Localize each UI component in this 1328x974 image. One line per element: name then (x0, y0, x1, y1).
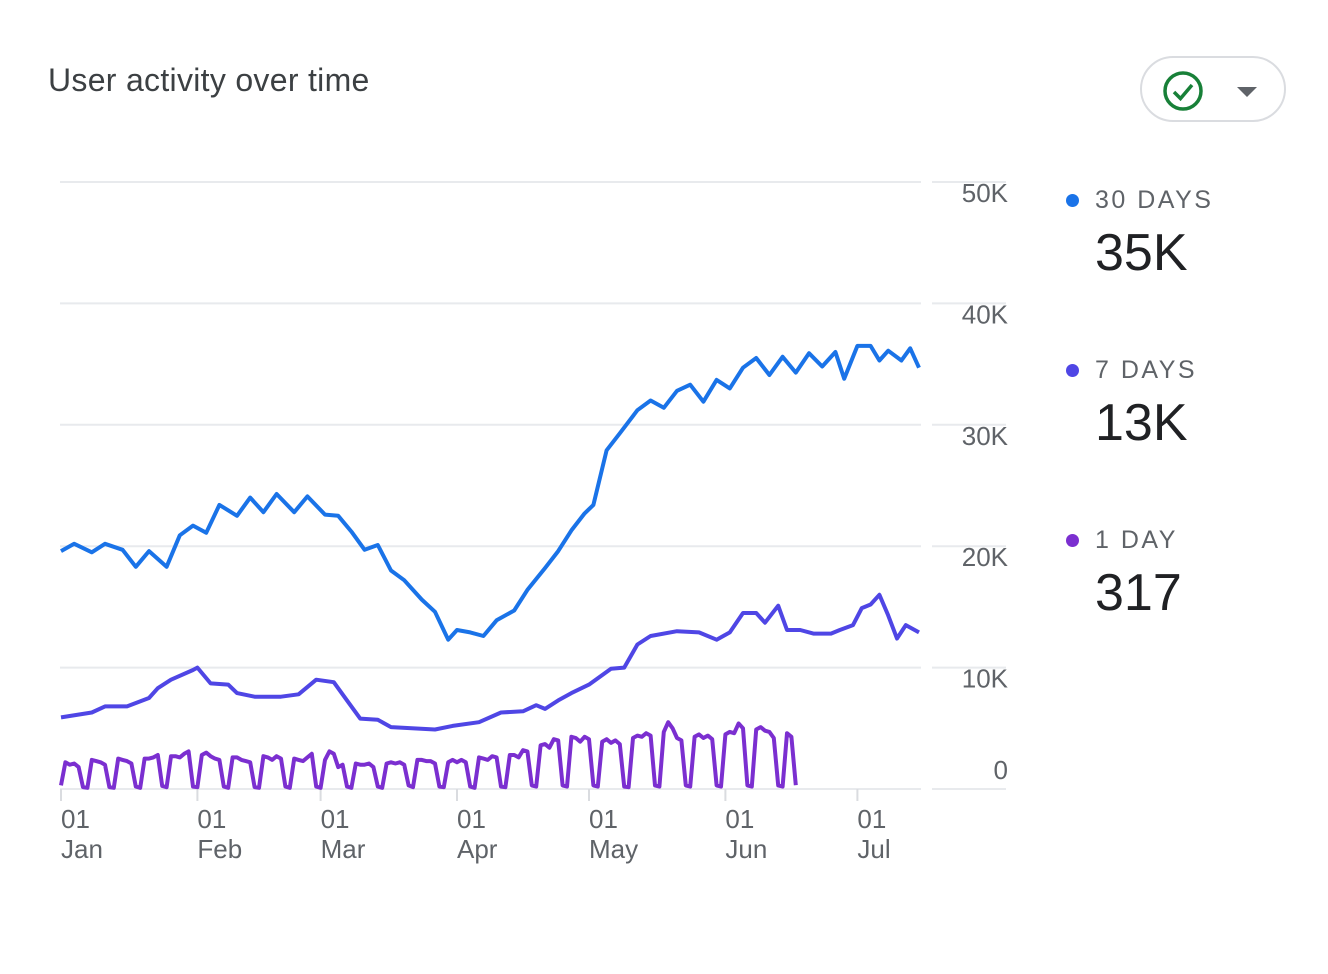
legend-value: 317 (1095, 564, 1182, 622)
card-title: User activity over time (48, 62, 370, 98)
x-tick-day: 01 (589, 804, 618, 834)
series-line-7-days (60, 592, 920, 732)
x-tick-day: 01 (197, 804, 226, 834)
x-tick-month: Jul (857, 834, 890, 864)
check-circle-icon (1163, 71, 1203, 111)
y-tick-label: 10K (962, 664, 1009, 694)
x-tick-month: May (589, 834, 638, 864)
legend-item-7-days: 7 DAYS 13K (1066, 356, 1197, 453)
y-tick-label: 40K (962, 299, 1009, 329)
x-tick-month: Mar (321, 834, 366, 864)
x-tick-month: Feb (197, 834, 242, 864)
legend-value: 35K (1095, 224, 1188, 282)
x-tick-day: 01 (857, 804, 886, 834)
x-tick-month: Jun (725, 834, 767, 864)
series-line-30-days (60, 343, 921, 642)
comparison-filter-button[interactable] (1140, 56, 1286, 122)
legend-dot-icon (1066, 534, 1079, 547)
legend-item-30-days: 30 DAYS 35K (1066, 186, 1213, 283)
legend-dot-icon (1066, 194, 1079, 207)
x-tick-month: Jan (61, 834, 103, 864)
legend-value: 13K (1095, 394, 1188, 452)
x-tick-day: 01 (725, 804, 754, 834)
caret-down-icon (1237, 87, 1257, 97)
legend-dot-icon (1066, 364, 1079, 377)
y-tick-label: 30K (962, 421, 1009, 451)
legend-label: 1 DAY (1095, 526, 1178, 554)
x-tick-day: 01 (61, 804, 90, 834)
x-tick-day: 01 (457, 804, 486, 834)
y-tick-label: 50K (962, 178, 1009, 208)
legend-label: 30 DAYS (1095, 186, 1214, 214)
y-tick-label: 0 (994, 755, 1008, 785)
y-tick-label: 20K (962, 542, 1009, 572)
legend-label: 7 DAYS (1095, 356, 1198, 384)
legend-item-1-day: 1 DAY 317 (1066, 526, 1182, 623)
series-line-1-day (59, 720, 798, 790)
x-tick-month: Apr (457, 834, 498, 864)
x-tick-day: 01 (321, 804, 350, 834)
